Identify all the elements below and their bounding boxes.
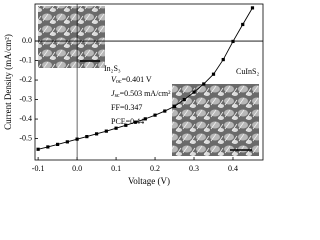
data-point xyxy=(231,39,235,44)
data-point xyxy=(192,90,196,94)
data-point xyxy=(75,137,79,141)
annotation-text: =0.401 V xyxy=(122,75,152,84)
annotation-symbol: V xyxy=(111,75,117,84)
left-inset xyxy=(38,6,105,68)
chart: In₂S₃ CuInS₂ Voltage (V) Current Density… xyxy=(3,3,264,186)
x-tick-label: 0.1 xyxy=(111,164,121,173)
annotation-text: FF=0.347 xyxy=(111,103,142,112)
inset-label: CuInS₂ xyxy=(236,67,259,76)
sem-image xyxy=(38,6,105,68)
data-point xyxy=(221,57,225,62)
y-tick-label: -0.1 xyxy=(19,55,32,64)
x-tick-label: 0.0 xyxy=(72,164,82,173)
data-point xyxy=(56,142,60,146)
data-point xyxy=(46,145,50,149)
data-point xyxy=(202,82,206,86)
data-point xyxy=(182,97,186,102)
plot-frame xyxy=(34,3,264,161)
inset-label: In₂S₃ xyxy=(104,64,121,73)
annotation-subscript: sc xyxy=(115,93,120,99)
x-tick-label: -0.1 xyxy=(32,164,45,173)
x-tick-label: 0.2 xyxy=(150,164,160,173)
y-axis-title: Current Density (mA/cm²) xyxy=(3,34,13,130)
data-point xyxy=(153,113,157,117)
y-tick-label: 0.0 xyxy=(22,36,32,45)
y-tick-label: -0.5 xyxy=(19,133,32,142)
annotation: Jsc=0.503 mA/cm² xyxy=(111,89,171,100)
annotation: PCE=0.44 xyxy=(111,117,144,126)
sem-image xyxy=(172,84,259,156)
annotation: Voc=0.401 V xyxy=(111,75,152,86)
y-tick-label: -0.4 xyxy=(19,114,32,123)
annotation-subscript: oc xyxy=(116,79,122,85)
data-point xyxy=(36,147,40,151)
data-point xyxy=(124,123,128,127)
annotation-text: PCE=0.44 xyxy=(111,117,144,126)
x-tick-label: 0.3 xyxy=(189,164,199,173)
y-tick-label: -0.2 xyxy=(19,75,32,84)
y-tick-label: -0.3 xyxy=(19,94,32,103)
data-point xyxy=(250,6,255,10)
annotation: FF=0.347 xyxy=(111,103,142,112)
data-point xyxy=(143,117,147,121)
annotation-symbol: J xyxy=(111,89,115,98)
data-point xyxy=(85,135,89,139)
data-point xyxy=(172,104,177,108)
data-point xyxy=(94,132,99,136)
data-point xyxy=(211,72,216,76)
right-inset xyxy=(172,84,259,156)
data-point xyxy=(114,126,118,130)
annotation-text: =0.503 mA/cm² xyxy=(120,89,172,98)
x-axis-title: Voltage (V) xyxy=(128,176,170,186)
data-point xyxy=(65,140,69,144)
data-point xyxy=(163,109,167,113)
x-tick-label: 0.4 xyxy=(228,164,238,173)
data-point xyxy=(241,22,245,27)
data-point xyxy=(104,129,108,133)
data-point xyxy=(133,120,138,124)
